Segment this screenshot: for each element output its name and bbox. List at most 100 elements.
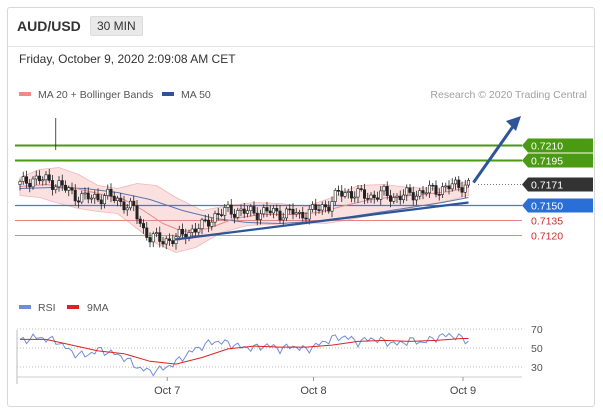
price-tag-0.7210 — [522, 138, 593, 153]
candle-body — [177, 228, 181, 238]
candle-body — [252, 206, 256, 214]
candle-body — [450, 183, 454, 190]
candle-body — [440, 186, 444, 195]
candle-body — [112, 195, 116, 201]
candle-body — [401, 194, 405, 201]
candle-body — [294, 212, 298, 215]
candle-body — [24, 176, 28, 184]
candle-body — [421, 190, 425, 194]
candle-body — [424, 192, 428, 195]
candle-body — [226, 204, 230, 208]
timeframe-badge[interactable]: 30 MIN — [90, 16, 143, 36]
price-label-0.7150: 0.7150 — [531, 201, 563, 213]
candle-body — [366, 198, 370, 200]
candle-body — [21, 176, 25, 182]
candle-body — [291, 208, 295, 215]
price-tag-bg — [522, 177, 593, 192]
candle-body — [50, 180, 54, 190]
support-trendline — [174, 201, 469, 241]
candle-body — [375, 197, 379, 200]
x-tick-label: Oct 8 — [300, 385, 326, 397]
candle-body — [41, 179, 45, 182]
candle-body — [340, 190, 344, 197]
candle-body — [142, 223, 146, 229]
candle-body — [80, 193, 84, 203]
candle-body — [395, 195, 399, 198]
datetime-stamp: Friday, October 9, 2020 2:09:08 AM CET — [19, 52, 236, 66]
candle-body — [349, 191, 353, 199]
rsi-line — [19, 332, 469, 377]
candle-body — [255, 212, 259, 220]
candle-body — [307, 209, 311, 220]
candle-body — [200, 219, 204, 229]
rsi-legend-label: RSI — [38, 302, 56, 314]
candle-body — [239, 208, 243, 211]
candle-body — [60, 180, 64, 186]
candle-body — [213, 213, 217, 223]
candle-body — [323, 204, 327, 208]
candle-body — [434, 185, 438, 195]
forecast-arrowhead — [506, 116, 521, 131]
candle-body — [411, 192, 415, 201]
candle-body — [414, 195, 418, 201]
candle-body — [333, 190, 337, 202]
candle-body — [320, 204, 324, 211]
ma20-legend-label: MA 20 + Bollinger Bands — [38, 89, 153, 101]
price-tag-0.7150 — [522, 198, 593, 213]
candle-body — [336, 190, 340, 192]
candle-body — [288, 208, 292, 211]
candle-body — [408, 187, 412, 193]
candle-body — [258, 213, 262, 220]
candle-body — [359, 188, 363, 190]
candle-body — [194, 228, 198, 233]
candle-body — [190, 228, 194, 233]
candle-body — [83, 192, 87, 195]
candle-body — [249, 206, 253, 212]
candle-body — [284, 208, 288, 219]
candle-body — [330, 201, 334, 212]
candle-body — [210, 221, 214, 227]
candle-body — [356, 188, 360, 198]
candle-body — [297, 211, 301, 214]
candle-body — [343, 192, 347, 197]
candle-body — [457, 179, 461, 188]
candle-body — [67, 187, 71, 191]
candle-body — [265, 207, 269, 212]
candle-body — [447, 185, 451, 190]
candle-body — [242, 208, 246, 214]
candle-body — [466, 180, 470, 186]
candle-body — [392, 197, 396, 202]
candle-body — [207, 219, 211, 227]
price-label-0.7195: 0.7195 — [531, 156, 563, 168]
candle-body — [418, 190, 422, 197]
candle-body — [96, 193, 100, 201]
ma9-line — [20, 338, 469, 365]
candle-body — [223, 207, 227, 216]
candle-body — [93, 193, 97, 199]
candle-body — [278, 210, 282, 221]
candle-body — [317, 209, 321, 211]
copyright-text: Research © 2020 Trading Central — [430, 89, 587, 101]
candle-body — [275, 208, 279, 212]
candle-body — [158, 232, 162, 242]
price-tag-bg — [522, 153, 593, 168]
candle-body — [37, 175, 41, 182]
price-label-0.7120: 0.7120 — [531, 231, 563, 243]
candle-body — [268, 210, 272, 214]
candle-body — [57, 180, 61, 188]
rsi-tick-50: 50 — [531, 343, 543, 355]
candle-body — [262, 207, 266, 215]
candle-body — [405, 187, 409, 196]
candle-body — [229, 204, 233, 215]
rsi-tick-70: 70 — [531, 324, 543, 336]
candle-body — [398, 195, 402, 201]
candle-body — [301, 211, 305, 219]
candle-body — [129, 200, 133, 209]
rsi-lines — [19, 332, 469, 377]
candle-body — [119, 197, 123, 203]
ma50-legend-label: MA 50 — [181, 89, 211, 101]
ma50-legend-swatch — [162, 92, 174, 96]
candle-body — [460, 187, 464, 193]
price-label-0.7171: 0.7171 — [531, 180, 563, 192]
candle-body — [197, 228, 201, 233]
